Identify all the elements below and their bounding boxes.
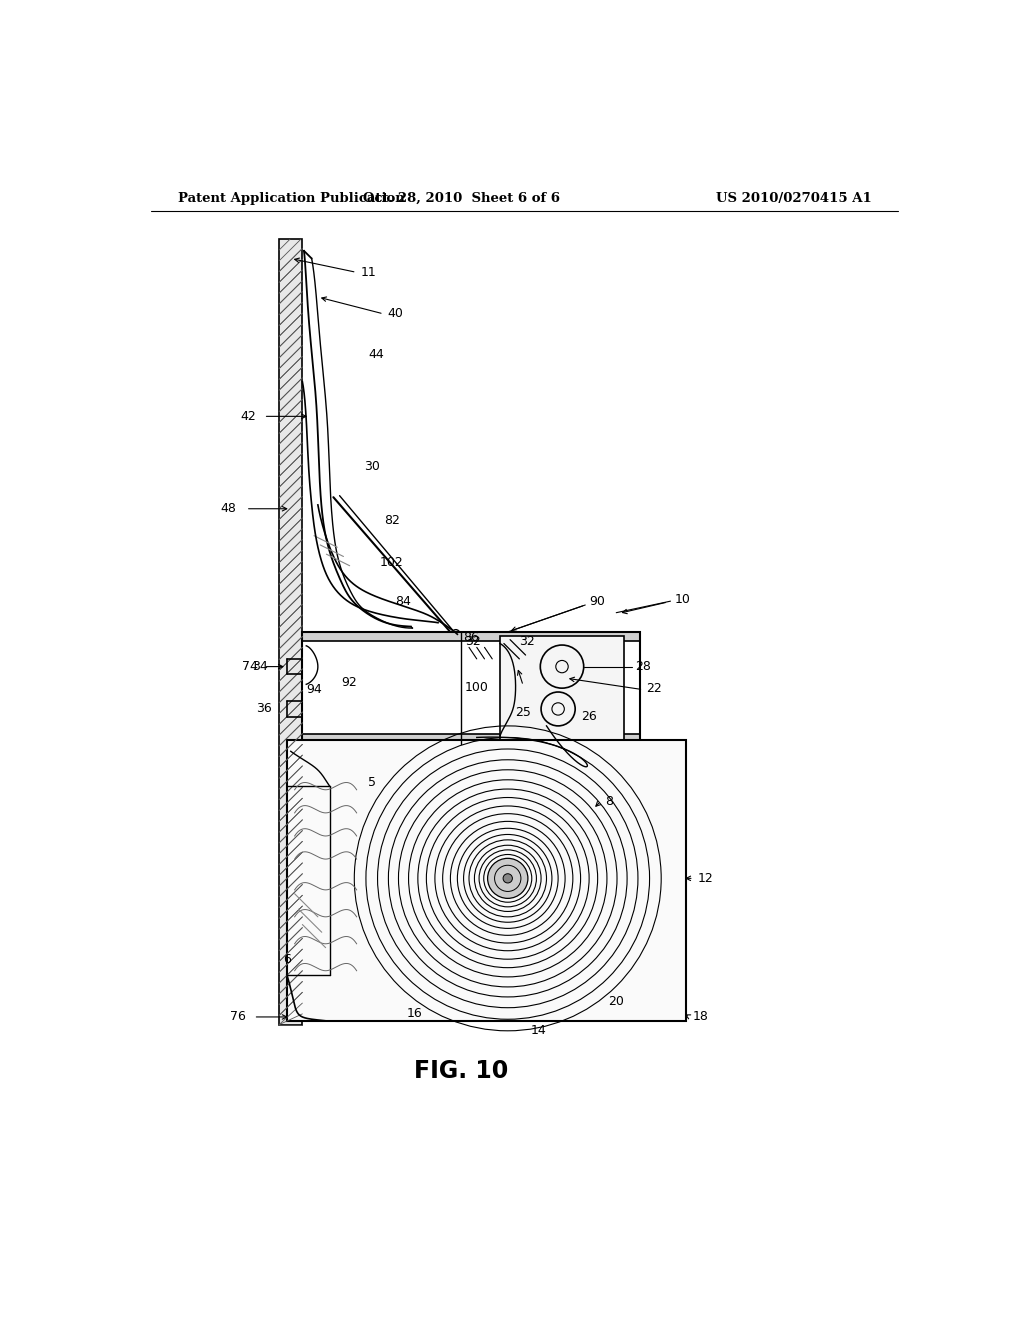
Bar — [500, 636, 624, 739]
Text: 12: 12 — [697, 871, 714, 884]
Text: 36: 36 — [256, 702, 271, 715]
Text: 74: 74 — [243, 660, 258, 673]
Text: 82: 82 — [384, 513, 399, 527]
Bar — [287, 739, 686, 1020]
Text: 40: 40 — [388, 308, 403, 321]
Text: Patent Application Publication: Patent Application Publication — [178, 191, 406, 205]
Bar — [302, 734, 640, 743]
Bar — [280, 239, 302, 1024]
Text: 32: 32 — [465, 635, 481, 648]
Text: 5: 5 — [369, 776, 376, 788]
Text: FIG. 10: FIG. 10 — [414, 1059, 508, 1082]
Text: Oct. 28, 2010  Sheet 6 of 6: Oct. 28, 2010 Sheet 6 of 6 — [362, 191, 560, 205]
Text: 14: 14 — [531, 1023, 547, 1036]
Bar — [302, 632, 640, 642]
Text: 16: 16 — [407, 1007, 423, 1019]
Text: 10: 10 — [675, 593, 690, 606]
Text: 20: 20 — [608, 995, 625, 1008]
Text: 11: 11 — [360, 265, 376, 279]
Text: 18: 18 — [692, 1010, 708, 1023]
Text: 34: 34 — [252, 660, 267, 673]
Text: 90: 90 — [589, 595, 605, 609]
Text: 102: 102 — [380, 556, 403, 569]
Text: 44: 44 — [369, 348, 384, 362]
Text: 28: 28 — [636, 660, 651, 673]
Text: 86: 86 — [464, 631, 479, 644]
Text: 48: 48 — [220, 502, 237, 515]
Text: US 2010/0270415 A1: US 2010/0270415 A1 — [716, 191, 872, 205]
Text: 25: 25 — [515, 706, 531, 719]
Text: 22: 22 — [646, 681, 662, 694]
Text: 30: 30 — [365, 459, 380, 473]
Text: 32: 32 — [519, 635, 536, 648]
Text: 8: 8 — [604, 795, 612, 808]
Text: 92: 92 — [341, 676, 357, 689]
Text: 84: 84 — [395, 594, 412, 607]
Text: 42: 42 — [240, 409, 256, 422]
Text: 76: 76 — [230, 1010, 246, 1023]
Text: 94: 94 — [306, 684, 322, 696]
Circle shape — [503, 874, 512, 883]
Circle shape — [487, 858, 528, 899]
Bar — [302, 632, 640, 743]
Text: 100: 100 — [465, 681, 489, 694]
Text: 6: 6 — [283, 953, 291, 966]
Text: 26: 26 — [582, 710, 597, 723]
